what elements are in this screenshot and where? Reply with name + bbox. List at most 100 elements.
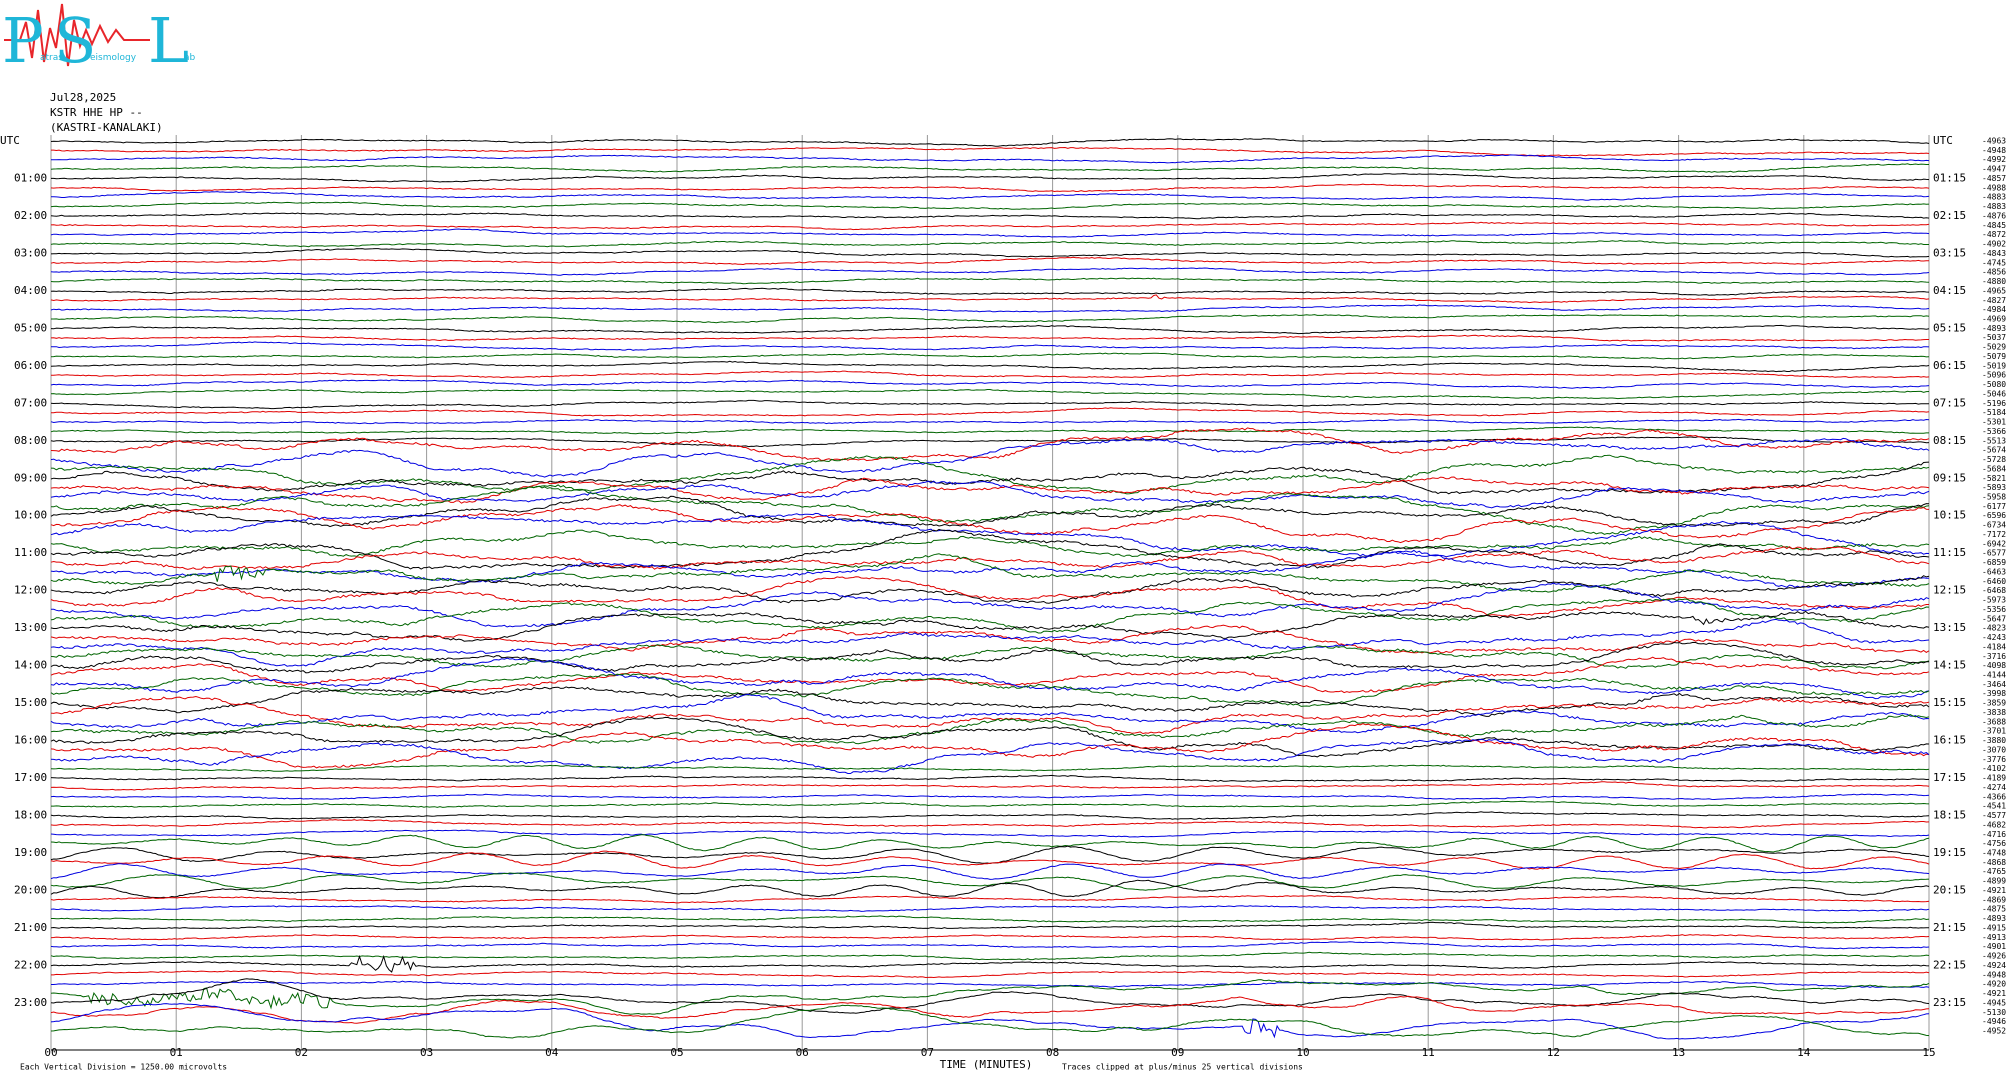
trace [50, 793, 1930, 801]
hour-label: UTC [1933, 134, 1953, 147]
trace-offset: -7172 [1982, 530, 2006, 539]
trace-offset: -4869 [1982, 895, 2006, 904]
trace [50, 267, 1930, 276]
hour-label: 22:00 [14, 958, 47, 971]
trace [50, 829, 1930, 838]
trace [50, 239, 1929, 248]
hour-label: 12:15 [1933, 584, 1966, 597]
hour-label: 20:00 [14, 883, 47, 896]
trace [50, 256, 1929, 266]
trace [50, 686, 1930, 717]
x-tick-label: 04 [545, 1046, 559, 1059]
hour-label: 12:00 [14, 584, 47, 597]
trace-offset: -4965 [1982, 286, 2006, 295]
logo-word: atras [40, 53, 63, 63]
trace-offset: -6577 [1982, 549, 2006, 558]
hour-label: 03:00 [14, 246, 47, 259]
hour-label: 03:15 [1933, 246, 1966, 259]
hour-label: 18:00 [14, 809, 47, 822]
trace [50, 504, 1930, 544]
trace [50, 1004, 1930, 1039]
trace-offset: -4366 [1982, 792, 2006, 801]
trace [50, 764, 1930, 772]
trace-offset: -4875 [1982, 905, 2006, 914]
hour-label: 14:15 [1933, 659, 1966, 672]
trace-offset: -3998 [1982, 689, 2006, 698]
trace-offset: -4682 [1982, 820, 2006, 829]
trace [50, 389, 1930, 400]
trace-offset: -3859 [1982, 699, 2006, 708]
hour-label: 22:15 [1933, 958, 1966, 971]
trace [50, 954, 1930, 973]
trace [50, 277, 1930, 285]
trace-offset: -4921 [1982, 886, 2006, 895]
clip-note: Traces clipped at plus/minus 25 vertical… [1062, 1063, 1303, 1072]
hour-label: 11:15 [1933, 546, 1966, 559]
trace-offset: -4243 [1982, 633, 2006, 642]
trace-offset: -5513 [1982, 436, 2006, 445]
trace [50, 287, 1930, 296]
logo-word: eismology [90, 53, 137, 63]
trace-offset: -4902 [1982, 240, 2006, 249]
trace-offset: -4984 [1982, 305, 2006, 314]
trace-offset: -4926 [1982, 952, 2006, 961]
trace [50, 575, 1930, 604]
x-tick-label: 07 [921, 1046, 934, 1059]
trace [50, 738, 1930, 774]
hour-label: 23:00 [14, 996, 47, 1009]
trace [50, 528, 1930, 570]
logo-letter: S [54, 4, 96, 77]
hour-label: 16:15 [1933, 734, 1966, 747]
hour-label: 13:00 [14, 621, 47, 634]
trace-offset: -5080 [1982, 380, 2006, 389]
trace [50, 774, 1930, 782]
trace [50, 819, 1930, 829]
trace-offset: -5684 [1982, 464, 2006, 473]
x-tick-label: 09 [1171, 1046, 1184, 1059]
hour-label: 11:00 [14, 546, 47, 559]
hour-label: 19:00 [14, 846, 47, 859]
logo-word: ab [184, 53, 196, 63]
x-tick-label: 10 [1296, 1046, 1309, 1059]
trace-offset: -6942 [1982, 539, 2006, 548]
trace [51, 970, 1930, 979]
hour-label: 06:00 [14, 359, 47, 372]
hour-label: 14:00 [14, 659, 47, 672]
hour-label: 04:00 [14, 284, 47, 297]
hour-label: 01:15 [1933, 171, 1966, 184]
hour-label: 10:15 [1933, 509, 1966, 522]
hour-label: UTC [0, 134, 20, 147]
trace [51, 191, 1930, 201]
trace-offset: -5674 [1982, 446, 2006, 455]
trace [50, 138, 1930, 147]
trace [50, 657, 1930, 700]
x-tick-label: 08 [1046, 1046, 1059, 1059]
trace-offset: -4952 [1982, 1027, 2006, 1036]
hour-label: 09:15 [1933, 471, 1966, 484]
trace [50, 407, 1930, 417]
trace-offset: -5029 [1982, 343, 2006, 352]
trace-offset: -4913 [1982, 933, 2006, 942]
trace-offset: -4883 [1982, 193, 2006, 202]
hour-label: 15:15 [1933, 696, 1966, 709]
hour-label: 01:00 [14, 171, 47, 184]
trace-offset: -4748 [1982, 849, 2006, 858]
hour-label: 21:00 [14, 921, 47, 934]
trace-offset: -5973 [1982, 596, 2006, 605]
trace-offset: -5893 [1982, 483, 2006, 492]
trace [51, 146, 1930, 157]
trace-offset: -5196 [1982, 399, 2006, 408]
trace-offset: -4102 [1982, 764, 2006, 773]
x-tick-label: 12 [1547, 1046, 1560, 1059]
trace-offset: -5647 [1982, 614, 2006, 623]
trace-offset: -5356 [1982, 605, 2006, 614]
trace-offset: -4992 [1982, 155, 2006, 164]
trace-offset: -5037 [1982, 333, 2006, 342]
trace [50, 360, 1930, 373]
trace-offset: -4716 [1982, 830, 2006, 839]
x-tick-label: 03 [420, 1046, 433, 1059]
trace-offset: -4969 [1982, 315, 2006, 324]
trace [51, 370, 1930, 379]
trace-offset: -4901 [1982, 942, 2006, 951]
x-tick-label: 14 [1797, 1046, 1811, 1059]
